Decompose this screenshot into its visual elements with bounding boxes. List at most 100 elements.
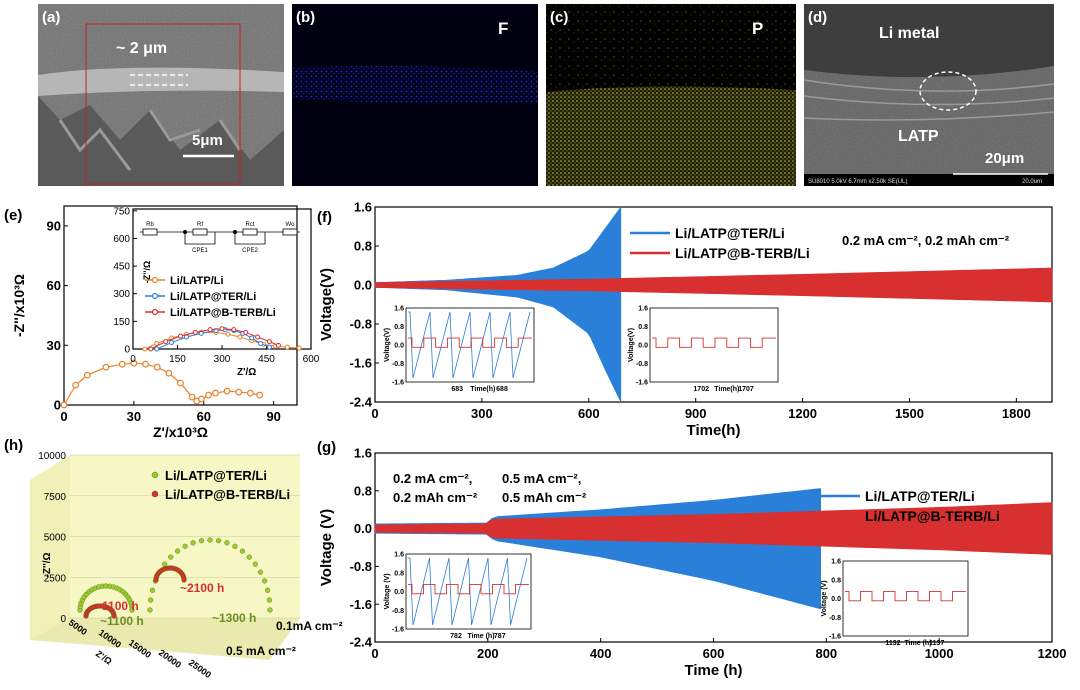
circuit-element: [142, 228, 158, 236]
chart-f-xtick-label: 0: [371, 406, 378, 421]
chart-e-point: [177, 379, 184, 387]
chart-g-series-bterb: [374, 502, 1053, 555]
chart-g-inset-ytick-label: 0.8: [831, 577, 841, 584]
chart-h-ter-arc-2: [190, 540, 196, 546]
eds-c-element: P: [752, 19, 763, 38]
panel-label-e: (e): [4, 207, 22, 224]
eds-b-element: F: [498, 19, 508, 38]
chart-e-legend-marker: [151, 308, 159, 316]
chart-h-ter-arc-2: [224, 540, 230, 546]
panel-label-c: (c): [550, 9, 568, 26]
sem-a-film-layer: [38, 67, 284, 96]
chart-e-point: [256, 391, 264, 399]
chart-g-annotation-2a: 0.5 mA cm⁻²,: [502, 471, 581, 486]
chart-e-inset-ytick-label: 300: [113, 289, 130, 300]
chart-g-ytick-label: -2.4: [350, 635, 373, 650]
panel-c: (c) P: [546, 4, 796, 186]
circuit-label: CPE1: [192, 248, 208, 254]
sem-a-grains: [58, 109, 242, 171]
chart-e-inset-point: [177, 333, 183, 339]
chart-f-inset-red-trace: [652, 337, 776, 348]
chart-e-point: [205, 391, 212, 399]
chart-h-ter-arc-2: [261, 578, 268, 584]
chart-g-inset-ytick-label: -1.6: [829, 634, 841, 641]
sem-d-scale-label: 20μm: [985, 150, 1024, 167]
chart-e-legend-entry: Li/LATP@B-TERB/Li: [170, 307, 276, 319]
chart-e-series-line: [63, 362, 260, 406]
chart-e-point: [246, 389, 254, 397]
circuit-element: [282, 228, 298, 236]
chart-e-xlabel: Z'/x10³Ω: [153, 424, 208, 440]
circuit-branch: [184, 232, 216, 245]
chart-f-ytick-label: 0.0: [354, 278, 372, 293]
chart-e-point: [165, 369, 173, 377]
chart-e-inset-xtick-label: 0: [130, 354, 136, 365]
chart-e-inset-ytick-label: 150: [113, 317, 130, 328]
chart-h-label-1300: ~1300 h: [212, 611, 256, 625]
chart-h-ter-arc-2: [198, 538, 205, 544]
chart-e-legend-marker: [151, 276, 159, 284]
chart-h-ter-arc-2: [182, 543, 188, 549]
chart-g-inset-xtick-label: 1132: [885, 640, 900, 647]
chart-h-legend-marker-bterb: [151, 490, 159, 498]
chart-e-inset-point: [183, 334, 189, 340]
chart-h-ter-arc-2: [246, 554, 252, 560]
chart-e-inset-point: [163, 339, 169, 345]
panel-label-h: (h): [4, 437, 23, 454]
chart-g-annotation-2b: 0.5 mAh cm⁻²: [502, 490, 587, 505]
chart-g-inset-red-trace: [845, 591, 966, 602]
chart-h-ter-arc-2: [266, 597, 272, 603]
chart-e-inset-xtick-label: 300: [214, 354, 231, 365]
panel-d: SU8010 5.0kV 6.7mm x2.50k SE(UL) 20.0um …: [803, 4, 1055, 186]
chart-f-inset-ytick-label: -1.6: [636, 380, 648, 387]
chart-h-bterb-arc-2: [181, 577, 187, 583]
chart-g-inset-ylabel: Voltage (V): [384, 573, 391, 609]
chart-e-inset-ytick-label: 0: [124, 345, 130, 356]
chart-h-ter-arc-2: [239, 548, 246, 554]
chart-f-ytick-label: -1.6: [350, 356, 372, 371]
panel-label-d: (d): [808, 9, 827, 26]
chart-e-inset-point: [255, 334, 261, 340]
chart-g-xtick-label: 1200: [1038, 646, 1067, 661]
chart-e-inset-point: [258, 340, 264, 346]
sem-d-footer-bar: [804, 174, 1054, 186]
chart-g-xtick-label: 200: [477, 646, 499, 661]
chart-e-inset-point: [266, 344, 272, 350]
chart-g-legend-entry: Li/LATP@B-TERB/Li: [865, 508, 1000, 524]
chart-h-ter-arc-2: [149, 587, 156, 593]
chart-e-inset-ytick-label: 750: [113, 206, 130, 217]
panel-a: ~ 2 μm 5μm (a): [38, 4, 284, 186]
eds-b-fluorine-band: [292, 65, 538, 104]
chart-f-legend-entry: Li/LATP@B-TERB/Li: [675, 245, 810, 261]
chart-f-inset-ytick-label: -0.8: [392, 361, 404, 368]
chart-f-inset-ytick-label: 0.0: [394, 343, 404, 350]
chart-h-ter-arc-2: [215, 538, 222, 544]
chart-f-xtick-label: 600: [578, 406, 600, 421]
chart-g-xtick-label: 1000: [925, 646, 954, 661]
chart-e-inset-point: [219, 326, 225, 332]
chart-e-point: [235, 388, 243, 396]
panel-label-a: (a): [42, 9, 60, 26]
chart-g-xtick-label: 800: [815, 646, 837, 661]
panel-label-f: (f): [317, 209, 332, 226]
chart-e-inset: 0 150 300 450 600 0 150 300 450 600 750 Z'/Ω -Z''/Ω R…: [113, 206, 319, 378]
chart-g-xtick-label: 600: [703, 646, 725, 661]
chart-h-ter-arc-2: [148, 597, 154, 603]
chart-e-inset-ylabel: -Z''/Ω: [142, 261, 152, 284]
chart-e-inset-point: [154, 346, 160, 352]
chart-e-legend-marker: [151, 292, 159, 300]
chart-e-frame: [63, 205, 298, 406]
chart-h-side-wall: [30, 455, 70, 640]
chart-h-legend-bterb: Li/LATP@B-TERB/Li: [165, 487, 290, 502]
chart-f-inset-ytick-label: 0.0: [638, 343, 648, 350]
chart-e-inset-ytick-label: 600: [113, 234, 130, 245]
chart-g-xtick-label: 0: [371, 646, 378, 661]
chart-g-ytick-label: 0.8: [354, 483, 372, 498]
chart-h-xtick-label: 25000: [187, 657, 213, 680]
chart-e-inset-xtick-label: 600: [303, 354, 320, 365]
chart-f-inset-ytick-label: -1.6: [392, 380, 404, 387]
circuit-label: Rb: [146, 222, 154, 228]
chart-e-xtick-label: 30: [127, 409, 141, 424]
chart-e-inset-point: [225, 331, 231, 337]
